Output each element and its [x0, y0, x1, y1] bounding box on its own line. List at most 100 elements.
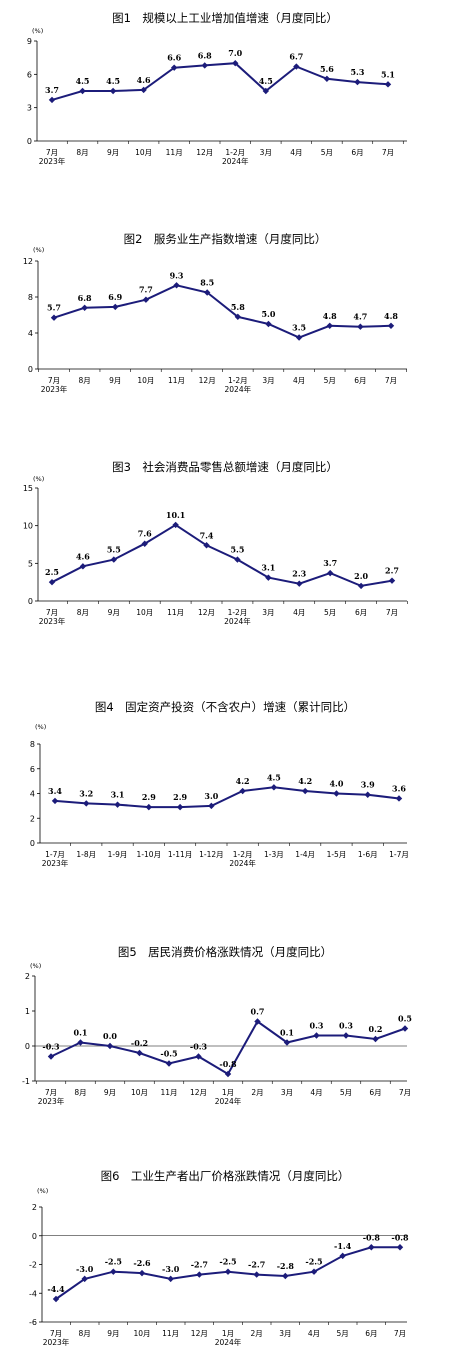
data-point-marker — [83, 800, 90, 807]
data-point-marker — [283, 1039, 291, 1046]
data-label: 3.6 — [392, 783, 406, 793]
x-tick-label: 1-2月 — [228, 608, 248, 617]
x-tick-label: 1-12月 — [199, 850, 224, 859]
y-tick-label: 0 — [28, 597, 33, 606]
data-point-marker — [232, 60, 239, 67]
y-tick-label: 2 — [25, 972, 30, 981]
data-label: 0.1 — [280, 1028, 294, 1038]
data-point-marker — [110, 556, 118, 563]
x-tick-label: 1-9月 — [108, 850, 128, 859]
data-point-marker — [201, 62, 208, 69]
data-label: 6.9 — [108, 292, 122, 302]
data-point-marker — [136, 1049, 143, 1057]
y-tick-label: 2 — [30, 814, 35, 823]
data-label: -2.6 — [133, 1258, 151, 1268]
x-tick-label: 12月 — [191, 1329, 208, 1338]
data-label: 3.0 — [204, 791, 218, 801]
data-point-marker — [47, 1053, 55, 1060]
data-label: 3.7 — [323, 558, 337, 568]
y-tick-label: -1 — [22, 1077, 30, 1086]
data-point-marker — [262, 87, 270, 95]
data-point-marker — [138, 1269, 146, 1277]
x-tick-label: 8月 — [74, 1088, 86, 1097]
data-label: 4.2 — [236, 776, 250, 786]
data-label: 3.7 — [45, 85, 59, 95]
chart-4: 图4 固定资产投资（不含农户）增速（累计同比） (%) 0 2 4 6 8 1-7月 1-8月 1… — [30, 700, 409, 868]
y-tick-label: 5 — [28, 559, 33, 568]
data-point-marker — [364, 791, 371, 798]
data-point-marker — [388, 577, 396, 584]
y-unit-label: (%) — [35, 723, 46, 731]
data-label: 6.8 — [198, 50, 212, 60]
data-label: 4.5 — [267, 772, 281, 782]
chart-title: 图6 工业生产者出厂价格涨跌情况（月度同比） — [101, 1169, 350, 1183]
chart-title: 图3 社会消费品零售总额增速（月度同比） — [112, 460, 338, 474]
y-tick-label: 2 — [32, 1203, 37, 1212]
x-tick-label: 5月 — [324, 608, 336, 617]
chart-title: 图2 服务业生产指数增速（月度同比） — [124, 232, 327, 246]
y-unit-label: (%) — [32, 27, 43, 35]
x-tick-label: 8月 — [79, 1329, 91, 1338]
data-label: 0.7 — [251, 1007, 265, 1017]
y-tick-label: 6 — [27, 70, 32, 79]
data-label: 2.3 — [292, 569, 306, 579]
data-point-marker — [333, 790, 340, 797]
y-tick-label: 4 — [28, 329, 33, 338]
data-label: 9.3 — [170, 270, 184, 280]
data-label: 4.8 — [384, 311, 398, 321]
y-unit-label: (%) — [33, 475, 44, 483]
y-tick-label: 0 — [32, 1232, 37, 1241]
data-point-marker — [142, 296, 150, 303]
x-year-label: 2024年 — [222, 156, 249, 166]
data-label: 0.5 — [398, 1014, 412, 1024]
x-tick-label: 7月 — [46, 148, 58, 157]
data-label: 3.4 — [48, 786, 62, 796]
x-tick-label: 8月 — [78, 376, 90, 385]
series-line — [54, 786, 400, 809]
data-label: 0.3 — [310, 1021, 324, 1031]
data-point-marker — [140, 86, 147, 94]
data-point-marker — [396, 1244, 404, 1251]
data-label: 5.5 — [230, 545, 244, 555]
data-point-marker — [165, 1060, 173, 1067]
data-label: 4.6 — [137, 75, 151, 85]
data-point-marker — [293, 63, 300, 70]
data-point-marker — [172, 521, 179, 529]
data-point-marker — [339, 1252, 346, 1260]
data-point-marker — [203, 289, 211, 296]
x-tick-label: 9月 — [104, 1088, 116, 1097]
data-label: 2.5 — [45, 567, 59, 577]
y-tick-label: 9 — [27, 37, 32, 46]
data-label: -3.0 — [162, 1264, 180, 1274]
x-tick-label: 11月 — [162, 1329, 179, 1338]
y-tick-label: 3 — [27, 104, 32, 113]
x-tick-label: 1-3月 — [264, 850, 284, 859]
x-tick-label: 7月 — [50, 1329, 62, 1338]
data-label: 3.1 — [111, 790, 125, 800]
data-label: 6.6 — [167, 53, 181, 63]
x-tick-label: 8月 — [77, 608, 89, 617]
data-label: 3.9 — [361, 780, 375, 790]
data-label: -4.4 — [47, 1284, 65, 1294]
y-tick-label: 0 — [27, 137, 32, 146]
x-year-label: 2023年 — [39, 156, 66, 166]
data-label: 2.0 — [354, 571, 368, 581]
series-line — [51, 62, 389, 101]
y-tick-label: 4 — [30, 790, 35, 799]
x-tick-label: 4月 — [310, 1088, 322, 1097]
y-tick-label: 12 — [23, 257, 33, 266]
x-year-label: 2023年 — [43, 1337, 70, 1347]
data-point-marker — [326, 322, 333, 329]
data-point-marker — [301, 787, 309, 795]
x-tick-label: 3月 — [279, 1329, 291, 1338]
x-year-label: 2024年 — [225, 384, 252, 394]
data-point-marker — [77, 1039, 84, 1046]
data-label: -0.3 — [42, 1042, 60, 1052]
data-label: -0.8 — [391, 1232, 409, 1242]
data-label: 2.9 — [173, 792, 187, 802]
x-tick-label: 1-7月 — [389, 850, 409, 859]
x-tick-label: 1-2月 — [233, 850, 253, 859]
data-point-marker — [342, 1032, 350, 1039]
x-tick-label: 2月 — [251, 1329, 263, 1338]
